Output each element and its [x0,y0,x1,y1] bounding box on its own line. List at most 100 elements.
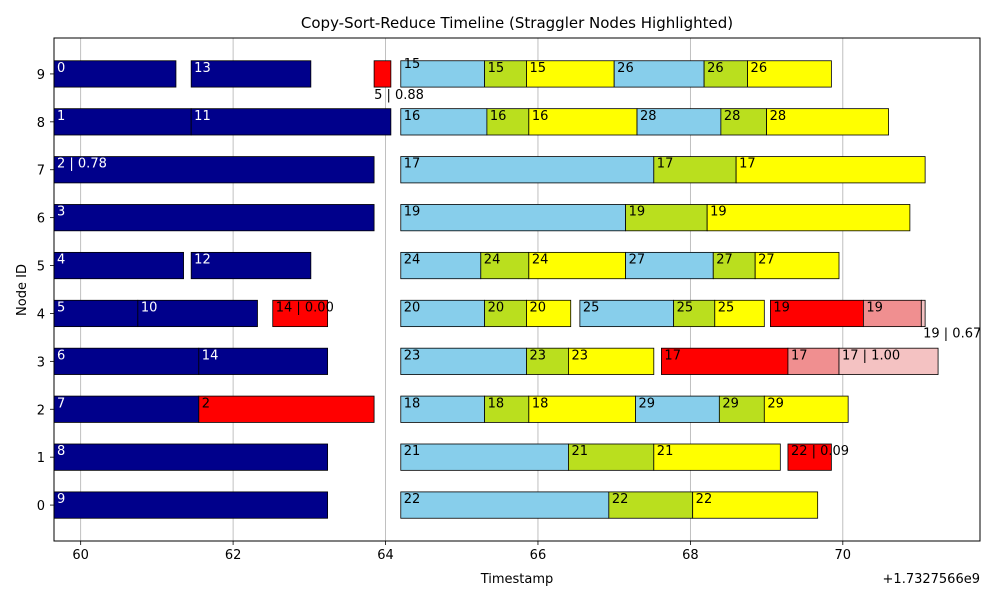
bar-label: 23 [571,348,588,363]
y-tick-label: 2 [37,403,45,418]
bar-reduce [747,60,832,88]
bar-label: 21 [404,444,421,459]
bar-sort [673,299,716,328]
bar-reduce [714,299,765,328]
bar-sort [568,443,655,471]
bar-sort [703,60,748,88]
bar-label: 17 [657,157,674,172]
bar-label: 4 [57,253,65,268]
y-tick-label: 3 [37,355,45,370]
bar-label: 10 [141,300,158,315]
bar-label: 16 [404,109,421,124]
bar-label: 19 | 0.67 [923,327,981,342]
bar-map [53,299,139,328]
bar-reduce [528,395,636,423]
y-tick-label-straggler: 1 [37,451,45,466]
bar-label: 19 [773,300,790,315]
bar-copy [625,251,714,280]
y-tick-label: 9 [37,68,45,83]
bar-label: 22 | 0.09 [791,444,849,459]
x-tick-label: 68 [682,548,699,563]
bar-straggler_reduce [838,347,939,375]
bar-label: 23 [530,348,547,363]
bar-label: 5 [57,300,65,315]
bar-label: 24 [404,253,421,268]
bar-reduce [766,108,889,136]
bar-label: 19 [629,205,646,220]
bar-label: 6 [57,348,65,363]
bar-copy [400,204,627,232]
bar-label: 19 [866,300,883,315]
bar-label: 15 [530,61,547,76]
bar-reduce [692,491,819,519]
y-axis-label: Node ID [15,264,30,316]
bar-label: 20 [488,300,505,315]
bar-copy [400,251,482,280]
bar-label: 16 [490,109,507,124]
bar-straggler [272,299,329,328]
bar-map [53,443,329,471]
bar-straggler_sort [862,299,922,328]
bar-label: 25 [677,300,694,315]
bar-sort [486,108,530,136]
bar-label: 11 [194,109,211,124]
bar-map [190,108,392,136]
bar-label: 26 [707,61,724,76]
bar-map [190,251,312,280]
bar-straggler [198,395,375,423]
bar-map [190,60,312,88]
bar-label: 28 [640,109,657,124]
x-tick-label: 66 [530,548,547,563]
bar-sort [720,108,768,136]
bar-copy [400,108,488,136]
bar-label: 27 [629,253,646,268]
bar-map [53,108,192,136]
bar-label: 27 [758,253,775,268]
bar-copy [400,299,486,328]
y-tick-label: 4 [37,307,45,322]
bar-label: 0 [57,61,65,76]
x-tick-label: 70 [835,548,852,563]
bar-label: 9 [57,492,65,507]
y-tick-label-straggler: 7 [37,164,45,179]
bar-straggler [373,60,392,88]
chart-title: Copy-Sort-Reduce Timeline (Straggler Nod… [301,14,733,32]
bar-copy [400,395,486,423]
bar-label: 2 | 0.78 [57,157,107,172]
bar-map [198,347,329,375]
bar-reduce [526,60,615,88]
bar-straggler [770,299,864,328]
bar-map [53,60,177,88]
bar-label: 29 [767,396,784,411]
bar-label: 19 [710,205,727,220]
bar-map [53,251,184,280]
bar-label: 1 [57,109,65,124]
bar-label: 20 [530,300,547,315]
bar-sort [484,299,527,328]
bar-label: 7 [57,396,65,411]
bar-label: 23 [404,348,421,363]
y-tick-label: 8 [37,116,45,131]
bar-label: 24 [532,253,549,268]
bar-label: 18 [488,396,505,411]
bar-label: 8 [57,444,65,459]
y-tick-label-straggler: 6 [37,212,45,227]
bar-label: 15 [404,57,421,72]
bar-label: 14 [202,348,219,363]
bar-sort [718,395,765,423]
bar-label: 12 [194,253,211,268]
bar-label: 17 | 1.00 [842,348,900,363]
y-tick-label: 5 [37,260,45,275]
bar-map [53,491,329,519]
bar-map [53,204,375,232]
bar-map [53,347,200,375]
bar-reduce [653,443,781,471]
x-offset-label: +1.7327566e9 [883,572,980,587]
bar-reduce [528,108,638,136]
bar-straggler [787,443,832,471]
bar-label: 17 [791,348,808,363]
bar-label: 25 [583,300,600,315]
bar-label: 17 [739,157,756,172]
bar-label: 13 [194,61,211,76]
